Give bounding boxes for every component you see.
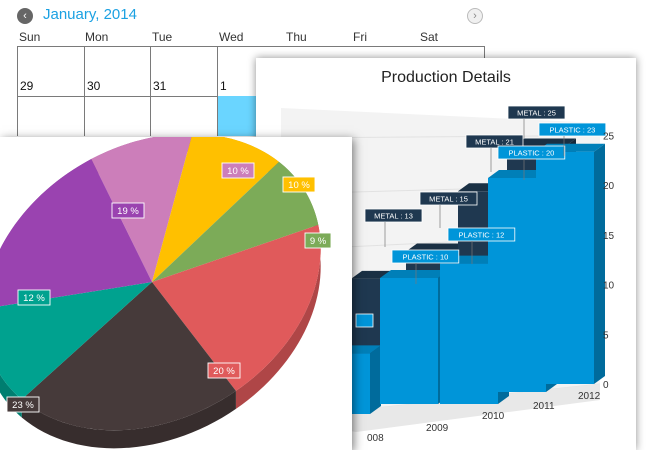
weekday-thu: Thu [286, 30, 307, 44]
metal-data-label: METAL : 15 [419, 191, 478, 206]
pie-data-label-box [17, 289, 51, 306]
pie-data-label-box [111, 202, 145, 219]
pie-data-label-box [207, 362, 241, 379]
plastic-data-label-text: PLASTIC : 23 [549, 126, 595, 135]
plastic-data-label-partial [355, 313, 374, 328]
chevron-right-icon: › [473, 9, 477, 22]
pie-data-label-text: 10 % [288, 180, 310, 191]
pie-data-label: 12 % [17, 289, 51, 306]
bar-chart-floor [281, 384, 600, 432]
plastic-bar-2008-side [370, 345, 381, 414]
metal-data-label-box [465, 134, 524, 149]
y-tick-label: 10 [603, 281, 615, 292]
pie-slice [21, 282, 236, 431]
bar-chart-title: Production Details [381, 69, 511, 86]
metal-data-label-box [507, 105, 566, 120]
calendar-month-title: January, 2014 [43, 6, 137, 23]
plastic-data-label: PLASTIC : 20 [497, 145, 566, 160]
metal-data-label-box [419, 191, 478, 206]
pie-data-label-text: 23 % [12, 400, 34, 411]
pie-slice [0, 282, 152, 400]
x-tick-label: 008 [367, 433, 384, 444]
weekday-fri: Fri [353, 30, 367, 44]
plastic-bar-2009-front [380, 278, 438, 404]
plastic-bar-2012-front [536, 151, 594, 384]
calendar: ‹ January, 2014 › Sun Mon Tue Wed Thu Fr… [0, 0, 490, 136]
plastic-data-label-box [497, 145, 566, 160]
pie-data-label-text: 9 % [310, 236, 327, 247]
pie-slice [152, 224, 321, 391]
pie-data-label-box [304, 232, 332, 249]
plastic-data-label-text: PLASTIC : 20 [508, 149, 554, 158]
metal-bar-2010-top [406, 243, 475, 252]
metal-data-label: METAL : 21 [465, 134, 524, 149]
calendar-grid-line [217, 46, 218, 136]
metal-data-label-text: METAL : 25 [517, 109, 556, 118]
pie-data-label: 10 % [282, 176, 316, 193]
selected-day-cell[interactable] [218, 96, 258, 136]
metal-data-label-text: METAL : 21 [475, 138, 514, 147]
pie-slice [0, 159, 152, 307]
x-tick-label: 2009 [426, 423, 449, 434]
pie-data-label-box [221, 162, 255, 179]
pie-slice-side [235, 224, 321, 409]
previous-month-button[interactable]: ‹ [17, 8, 33, 24]
weekday-sun: Sun [19, 30, 41, 44]
plastic-bar-2012-side [594, 143, 605, 384]
calendar-grid-line [150, 46, 151, 136]
plastic-data-label-box [447, 227, 516, 242]
plastic-data-label-box [538, 122, 607, 137]
pie-data-label: 9 % [304, 232, 332, 249]
plastic-bar-2009 [380, 270, 449, 404]
metal-data-label-text: METAL : 13 [374, 212, 413, 221]
y-tick-label: 25 [603, 132, 615, 143]
pie-data-label: 23 % [6, 396, 40, 413]
y-tick-label: 5 [603, 330, 609, 341]
plastic-data-label-box [391, 249, 460, 264]
pie-data-label-text: 19 % [117, 206, 139, 217]
pie-data-label-text: 12 % [23, 293, 45, 304]
calendar-day-cell[interactable]: 1 [220, 79, 227, 93]
plastic-data-label-text: PLASTIC : 12 [458, 231, 504, 240]
next-month-button[interactable]: › [467, 8, 483, 24]
pie-chart-plot: 10 % 10 % 9 % 20 % 23 % 12 % 19 % [0, 137, 332, 449]
pie-data-label: 20 % [207, 362, 241, 379]
pie-data-label: 10 % [221, 162, 255, 179]
plastic-data-label: PLASTIC : 23 [538, 122, 607, 137]
x-tick-label: 2011 [533, 401, 555, 412]
metal-data-label: METAL : 25 [507, 105, 566, 120]
metal-data-label-box [364, 208, 423, 223]
calendar-grid-line [17, 46, 485, 47]
weekday-sat: Sat [420, 30, 439, 44]
pie-data-label-text: 20 % [213, 366, 235, 377]
calendar-day-cell[interactable]: 29 [20, 79, 34, 93]
pie-data-label-box [282, 176, 316, 193]
weekday-tue: Tue [152, 30, 173, 44]
pie-slice [152, 161, 319, 282]
pie-data-label: 19 % [111, 202, 145, 219]
y-tick-label: 15 [603, 231, 615, 242]
chevron-left-icon: ‹ [23, 9, 27, 22]
calendar-day-cell[interactable]: 31 [153, 79, 167, 93]
weekday-mon: Mon [85, 30, 109, 44]
plastic-bar-2012 [536, 143, 605, 384]
pie-data-label-box [6, 396, 40, 413]
plastic-bar-2009-top [380, 270, 449, 278]
weekday-wed: Wed [219, 30, 244, 44]
x-tick-label: 2010 [482, 411, 505, 422]
y-tick-label: 20 [603, 181, 615, 192]
calendar-grid-line [84, 46, 85, 136]
calendar-grid-line [17, 46, 18, 136]
x-tick-label: 2012 [578, 391, 601, 402]
metal-data-label-text: METAL : 15 [429, 195, 468, 204]
calendar-day-cell[interactable]: 30 [87, 79, 101, 93]
plastic-data-label-text: PLASTIC : 10 [402, 253, 448, 262]
pie-slice-side [21, 390, 236, 449]
metal-data-label: METAL : 13 [364, 208, 423, 223]
plastic-data-label: PLASTIC : 12 [447, 227, 516, 242]
pie-chart-card: 10 % 10 % 9 % 20 % 23 % 12 % 19 % [0, 137, 352, 450]
plastic-data-label: PLASTIC : 10 [391, 249, 460, 264]
y-tick-label: 0 [603, 380, 609, 391]
pie-data-label-text: 10 % [227, 166, 249, 177]
